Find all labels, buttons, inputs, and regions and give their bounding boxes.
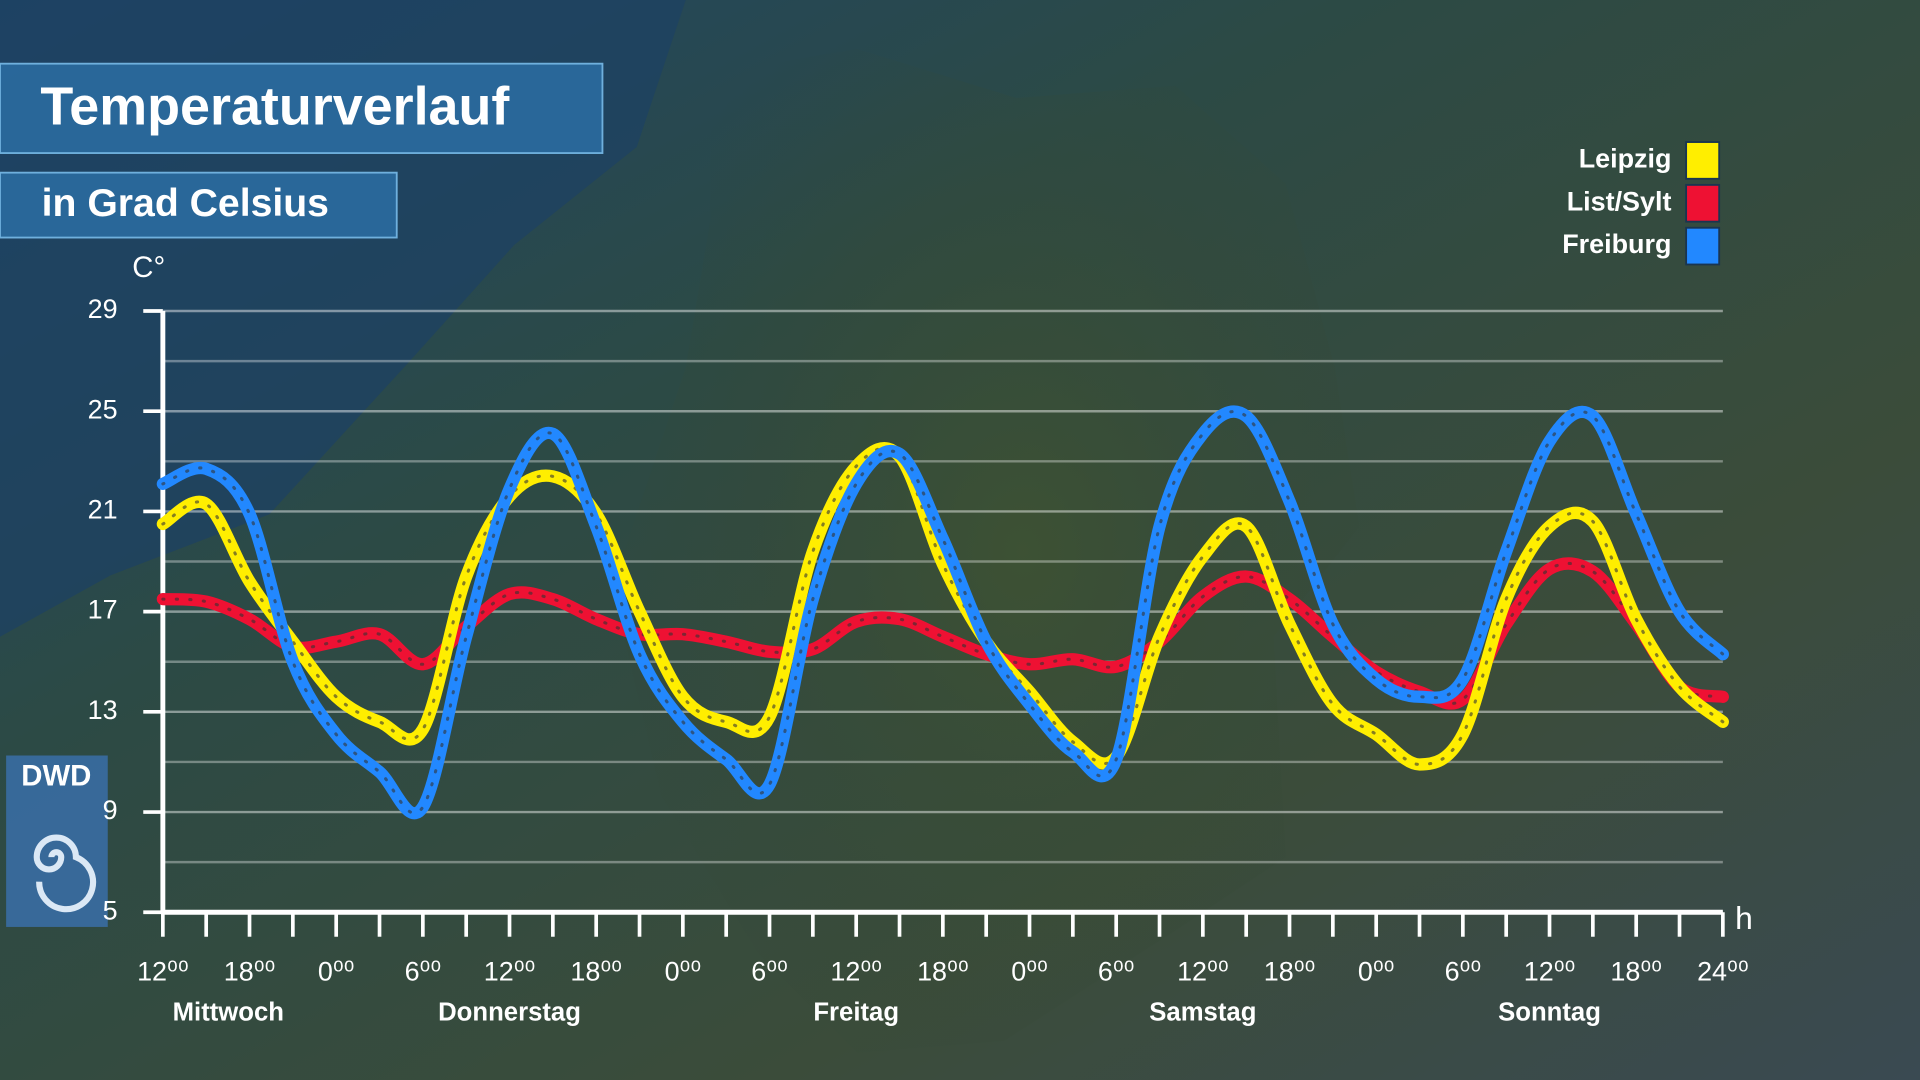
series-dots [161,446,1725,766]
x-tick-label: 18⁰⁰ [224,957,276,987]
x-tick-label: 6⁰⁰ [1098,957,1135,987]
x-tick-label: 0⁰⁰ [1358,957,1395,987]
x-tick-label: 18⁰⁰ [570,957,622,987]
x-tick-label: 12⁰⁰ [830,957,882,987]
legend-label: Freiburg [1562,229,1671,259]
series-dots [161,562,1725,706]
x-tick-label: 12⁰⁰ [137,957,189,987]
x-tick-label: 18⁰⁰ [917,957,969,987]
day-label: Mittwoch [173,999,284,1027]
y-tick-label: 13 [88,695,118,725]
chart-subtitle: in Grad Celsius [42,182,329,225]
series-line [156,405,1729,820]
x-tick-label: 0⁰⁰ [318,957,355,987]
legend-swatch [1685,183,1721,223]
chart-title: Temperaturverlauf [40,76,510,136]
x-axis-label: h [1735,900,1753,936]
y-tick-label: 21 [88,495,118,525]
x-tick-label: 6⁰⁰ [1445,957,1482,987]
subtitle-box [0,171,398,239]
y-tick-label: 29 [88,294,118,324]
x-tick-label: 12⁰⁰ [1177,957,1229,987]
x-tick-label: 6⁰⁰ [405,957,442,987]
y-tick-label: 25 [88,394,118,424]
x-tick-label: 12⁰⁰ [1524,957,1576,987]
x-tick-label: 12⁰⁰ [484,957,536,987]
legend-label: Leipzig [1579,144,1672,174]
x-tick-label: 6⁰⁰ [751,957,788,987]
title-box [0,62,604,154]
logo: DWD [6,755,108,927]
land [612,48,1360,1054]
x-tick-label: 0⁰⁰ [1011,957,1048,987]
x-tick-label: 18⁰⁰ [1610,957,1662,987]
y-tick-label: 9 [103,795,118,825]
legend-swatch [1685,141,1721,180]
y-axis-label: C° [132,251,165,284]
day-label: Donnerstag [438,999,581,1027]
x-tick-label: 18⁰⁰ [1264,957,1316,987]
legend-swatch [1685,226,1721,266]
day-label: Samstag [1149,999,1256,1027]
logo-spiral [33,834,97,913]
plot: 5 9 13 17 21 25 29 12⁰⁰ 18⁰⁰ 0⁰⁰ 6⁰⁰ 12⁰⁰ 18⁰⁰ 0⁰⁰ 6⁰⁰… [88,141,1749,1027]
x-tick-label: 24⁰⁰ [1697,957,1749,987]
day-label: Sonntag [1498,999,1601,1027]
legend-label: List/Sylt [1567,186,1672,216]
x-tick-label: 0⁰⁰ [665,957,702,987]
y-tick-label: 5 [103,895,118,925]
y-tick-label: 17 [88,595,118,625]
day-label: Freitag [813,999,899,1027]
logo-text: DWD [21,759,91,792]
